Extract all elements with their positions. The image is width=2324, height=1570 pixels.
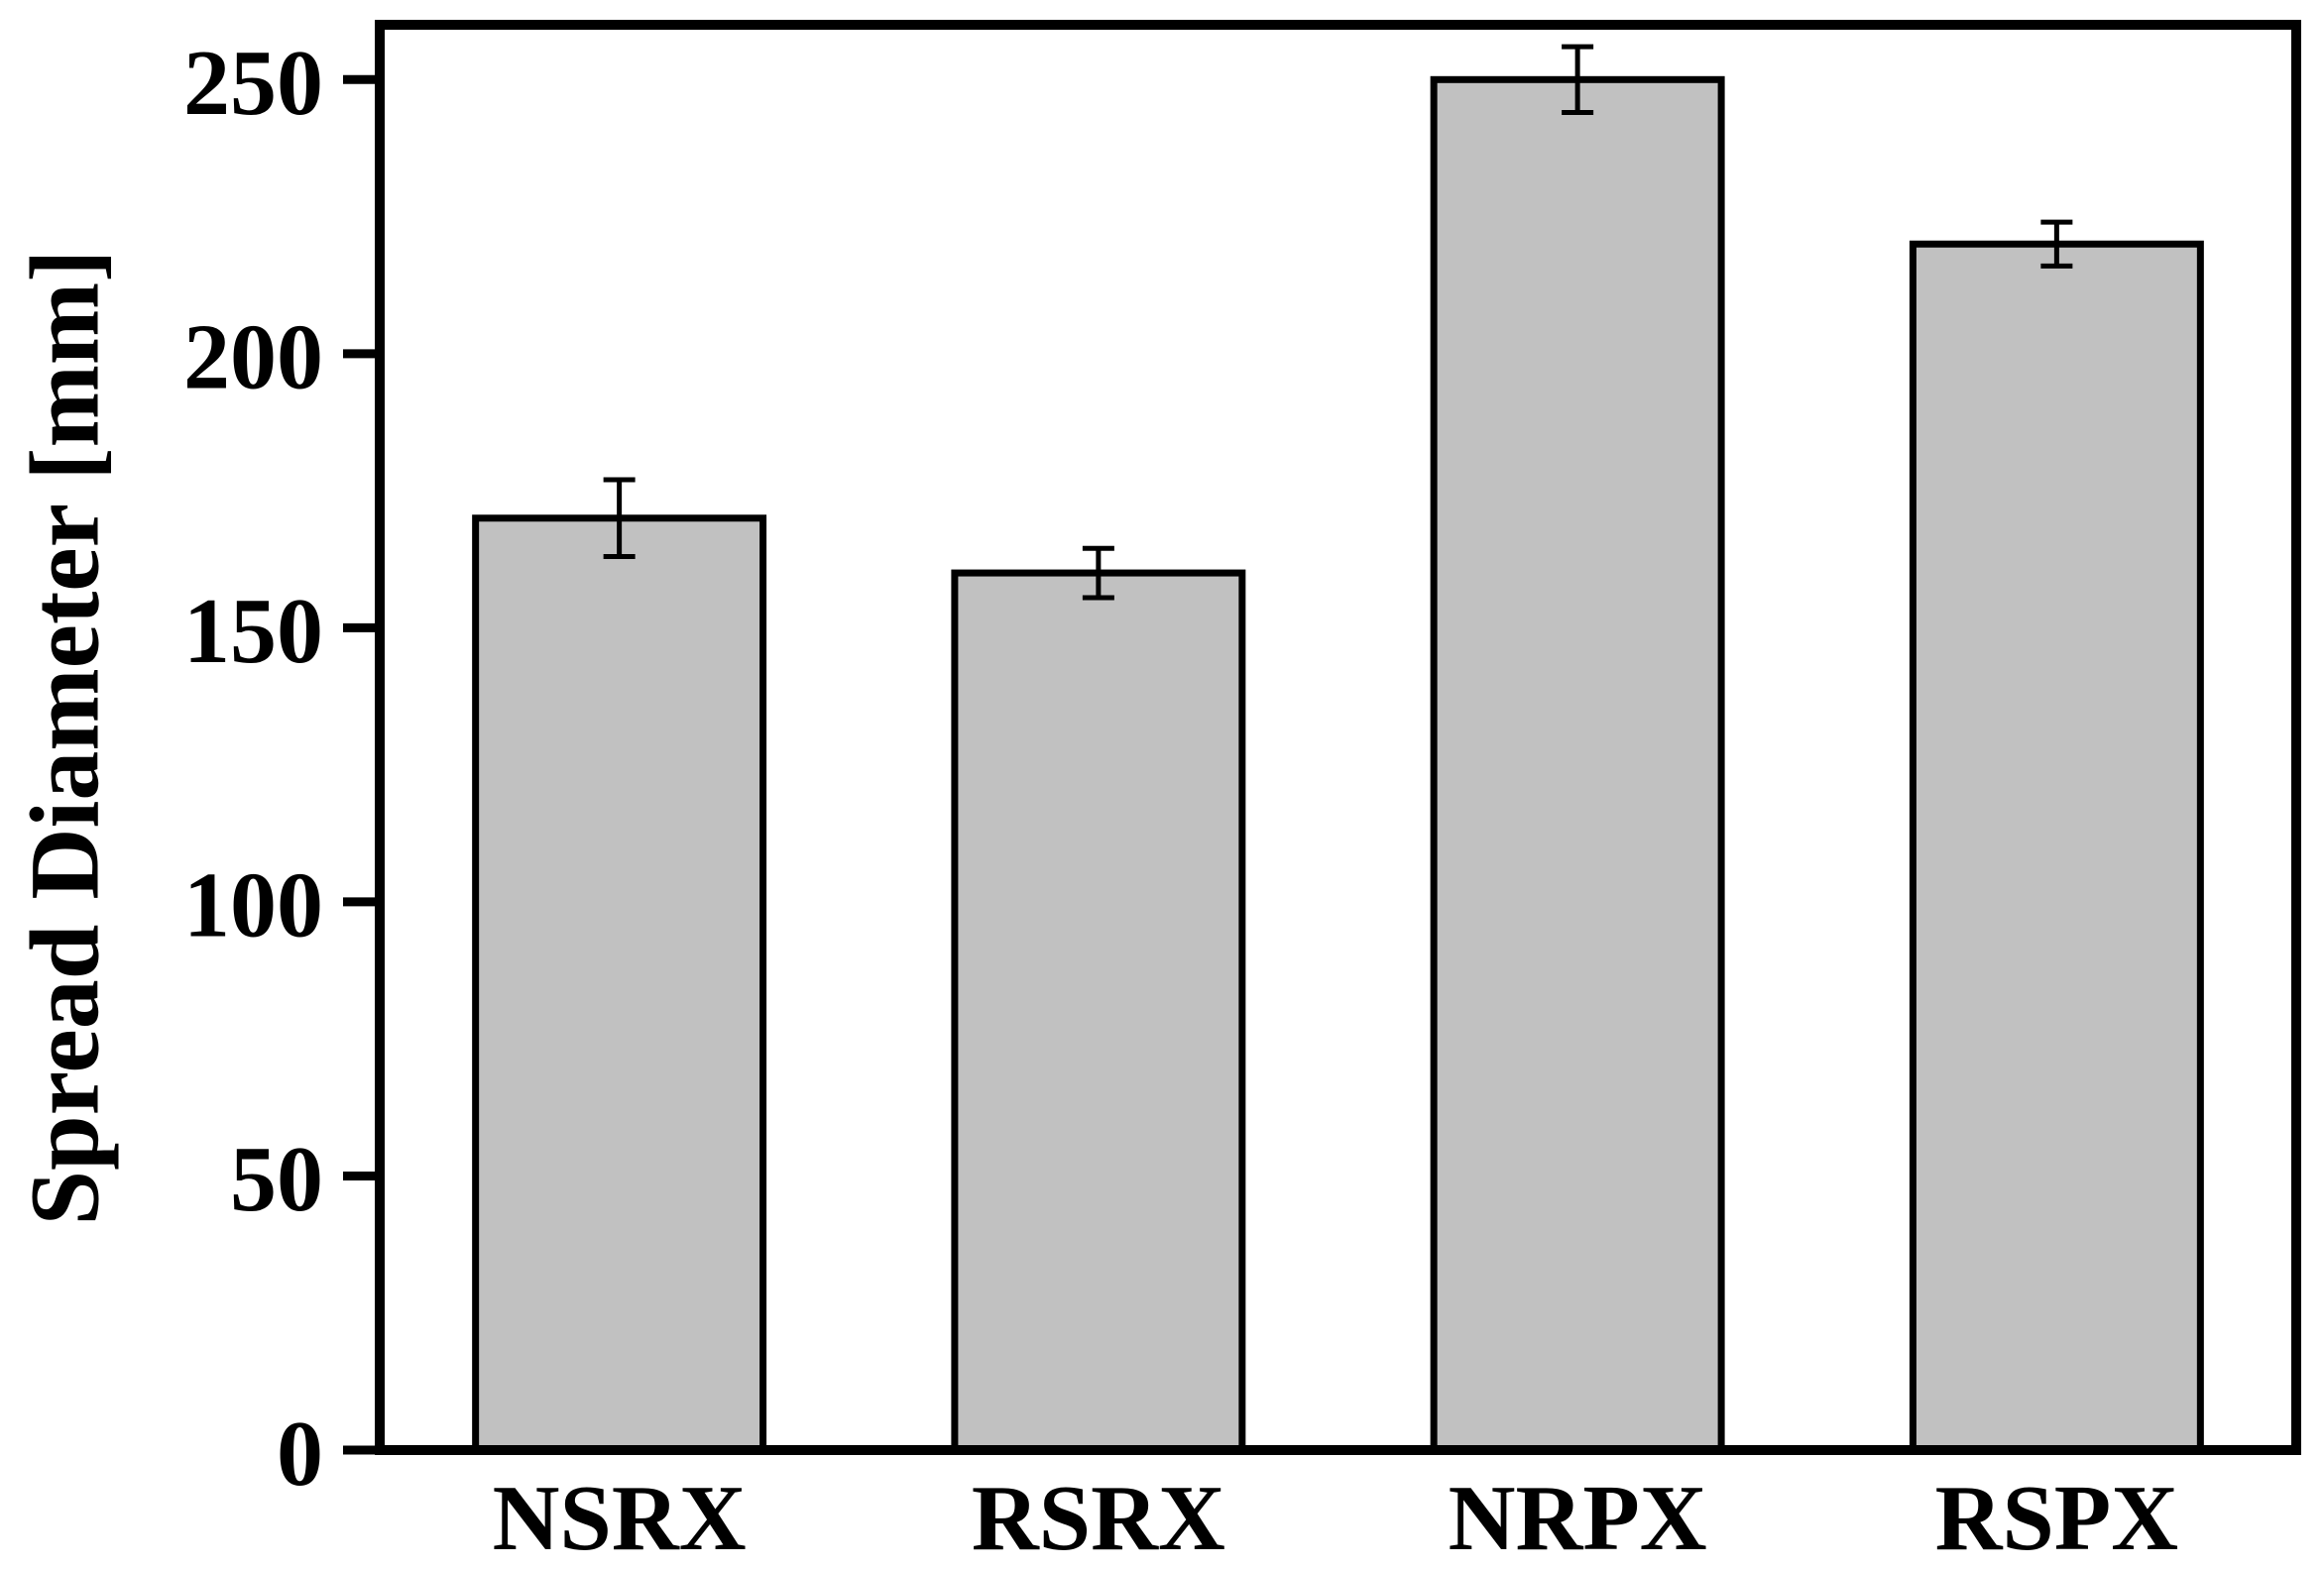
y-tick-label: 100: [183, 854, 323, 957]
x-category-label: NSRX: [493, 1467, 747, 1570]
y-axis-ticks: [343, 74, 375, 1455]
y-axis-label: Spread Diameter [mm]: [10, 250, 120, 1226]
y-tick-label: 200: [183, 306, 323, 409]
error-bars: [603, 44, 2073, 601]
bar: [1430, 75, 1725, 1454]
y-tick-label: 50: [230, 1128, 323, 1231]
y-tick-label: 150: [183, 580, 323, 683]
y-tick-label: 250: [183, 32, 323, 135]
bar: [951, 569, 1246, 1454]
bar: [472, 514, 767, 1454]
x-category-label: RSPX: [1935, 1467, 2178, 1570]
x-category-label: RSRX: [972, 1467, 1225, 1570]
bar: [1909, 240, 2204, 1454]
x-category-label: NRPX: [1449, 1467, 1707, 1570]
plot-frame: [375, 20, 2301, 1455]
x-axis-category-labels: NSRX RSRX NRPX RSPX: [493, 1467, 2178, 1570]
bars: [472, 75, 2204, 1454]
y-tick-label: 0: [277, 1402, 323, 1506]
y-axis-tick-labels: 0 50 100 150 200 250: [183, 32, 323, 1506]
